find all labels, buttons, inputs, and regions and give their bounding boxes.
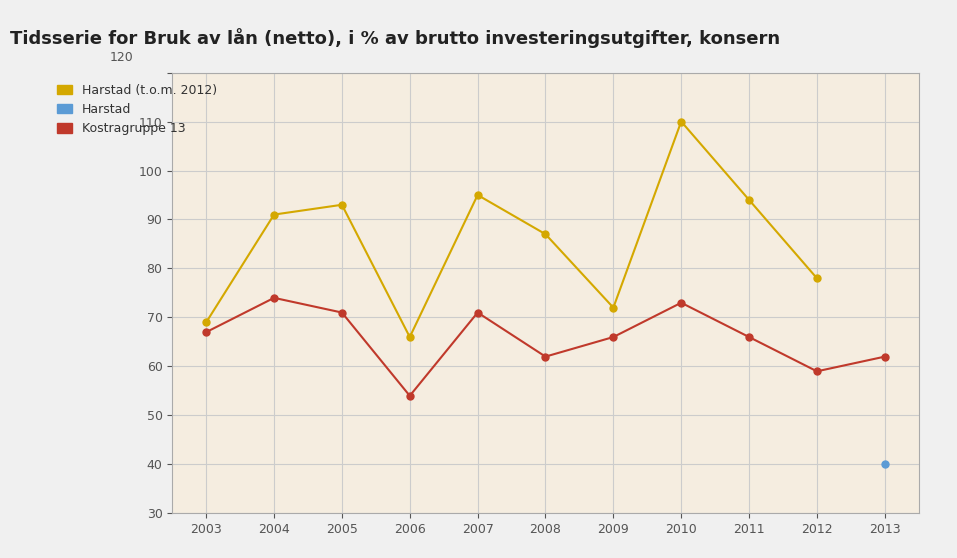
Text: 120: 120 [110,51,133,64]
Text: Tidsserie for Bruk av lån (netto), i % av brutto investeringsutgifter, konsern: Tidsserie for Bruk av lån (netto), i % a… [10,28,780,48]
Legend: Harstad (t.o.m. 2012), Harstad, Kostragruppe 13: Harstad (t.o.m. 2012), Harstad, Kostragr… [52,79,222,140]
